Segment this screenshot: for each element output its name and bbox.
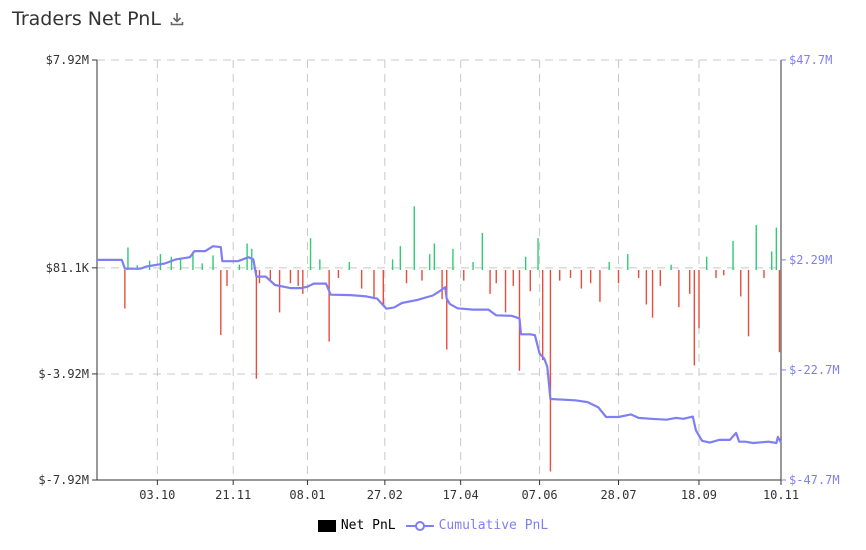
cumulative-pnl-line — [97, 245, 782, 445]
legend-label-net-pnl: Net PnL — [340, 518, 396, 533]
x-tick-label: 03.10 — [139, 488, 175, 502]
cumulative-pnl-line-layer — [96, 245, 782, 445]
cumulative-pnl-swatch — [405, 520, 434, 532]
download-icon[interactable] — [169, 11, 185, 27]
x-tick-label: 18.09 — [681, 488, 717, 502]
left-tick-label: $-3.92M — [38, 367, 89, 381]
axes — [92, 59, 786, 485]
chart-svg: $7.92M $81.1K $-3.92M $-7.92M $47.7M $2.29M $-… — [38, 53, 839, 502]
x-tick-label: 08.01 — [289, 488, 325, 502]
legend: Net PnL Cumulative PnL — [0, 518, 866, 533]
right-tick-label: $2.29M — [789, 253, 832, 267]
x-tick-label: 10.11 — [763, 488, 799, 502]
net-pnl-bars — [124, 206, 781, 472]
net-pnl-swatch — [317, 519, 336, 532]
x-tick-label: 21.11 — [215, 488, 251, 502]
legend-item-cumulative-pnl[interactable]: Cumulative PnL — [405, 518, 549, 533]
chart-title: Traders Net PnL — [12, 8, 161, 30]
x-tick-label: 28.07 — [600, 488, 636, 502]
right-tick-label: $47.7M — [789, 53, 832, 67]
x-tick-label: 07.06 — [522, 488, 558, 502]
right-tick-label: $-22.7M — [789, 363, 840, 377]
gridlines — [97, 59, 781, 480]
right-tick-label: $-47.7M — [789, 473, 840, 487]
legend-item-net-pnl[interactable]: Net PnL — [317, 518, 396, 533]
chart-header: Traders Net PnL — [12, 8, 185, 30]
tick-labels: $7.92M $81.1K $-3.92M $-7.92M $47.7M $2.29M $-… — [38, 53, 839, 502]
left-tick-label: $-7.92M — [38, 473, 89, 487]
legend-label-cumulative-pnl: Cumulative PnL — [438, 518, 549, 533]
left-tick-label: $7.92M — [46, 53, 89, 67]
left-tick-label: $81.1K — [46, 261, 90, 275]
x-tick-label: 17.04 — [443, 488, 479, 502]
x-tick-label: 27.02 — [367, 488, 403, 502]
